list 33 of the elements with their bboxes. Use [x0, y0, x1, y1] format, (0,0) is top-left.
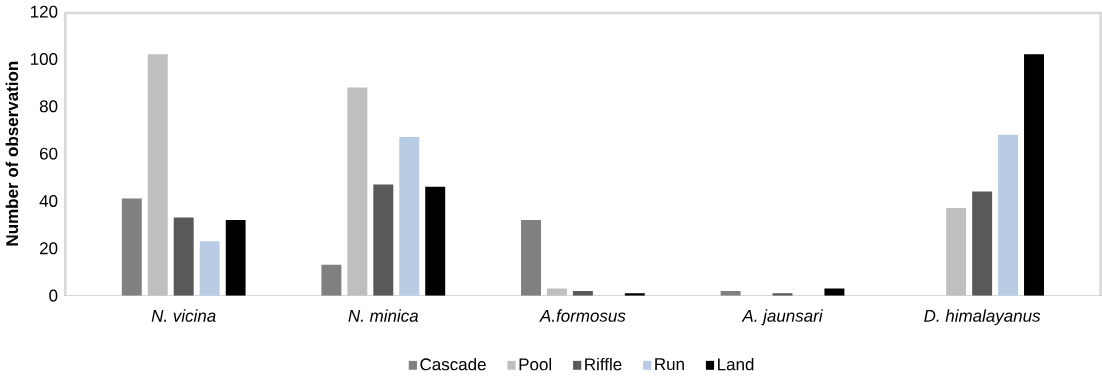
bar — [946, 208, 967, 296]
legend-label: Cascade — [420, 357, 486, 371]
x-tick-label: D. himalayanus — [924, 309, 1041, 326]
legend-label: Land — [718, 357, 754, 371]
y-tick-label: 0 — [49, 289, 58, 302]
y-tick-label: 40 — [39, 194, 58, 207]
bar — [199, 241, 220, 296]
bar — [347, 87, 368, 296]
bar — [121, 198, 142, 296]
y-tick-label: 120 — [30, 5, 58, 18]
y-tick-label: 60 — [40, 147, 58, 160]
y-tick-label: 100 — [30, 52, 58, 66]
x-tick-label: A. jaunsari — [741, 309, 823, 326]
x-tick-label: A.formosus — [539, 309, 626, 322]
y-tick-label: 20 — [40, 242, 58, 255]
legend-label: Run — [655, 358, 684, 371]
legend-label: Riffle — [585, 357, 622, 371]
bar — [998, 134, 1019, 296]
bar — [373, 184, 394, 296]
bar — [321, 264, 342, 296]
y-tick-label: 80 — [39, 100, 58, 113]
bar — [225, 219, 246, 296]
bar — [1024, 54, 1044, 296]
x-tick-label: N. minica — [348, 309, 419, 322]
x-tick-label: N. vicina — [151, 309, 216, 322]
bar — [173, 217, 194, 296]
bar — [425, 186, 446, 296]
bar — [147, 54, 168, 296]
y-axis-title: Number of observation — [5, 61, 19, 246]
bar — [399, 137, 420, 296]
bar — [972, 191, 993, 296]
legend-label: Pool — [519, 357, 552, 371]
bar — [521, 219, 541, 296]
